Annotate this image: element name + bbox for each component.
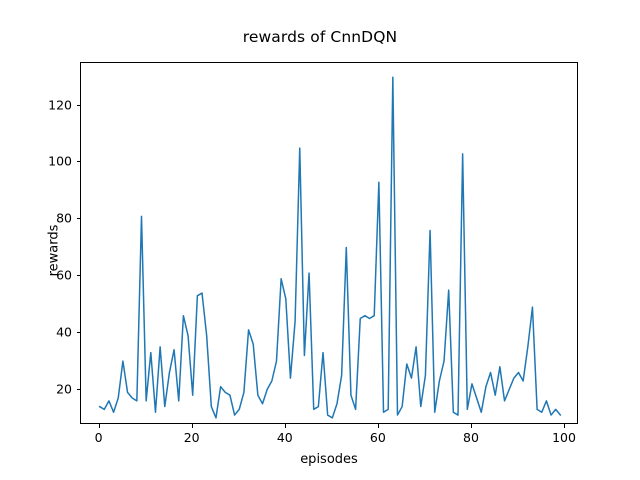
- y-tick-label: 100: [48, 153, 72, 169]
- y-tick-mark: [76, 218, 80, 220]
- page-title: rewards of CnnDQN: [242, 28, 398, 46]
- x-tick-mark: [191, 424, 193, 428]
- x-tick-label: 80: [463, 430, 479, 445]
- y-tick-label: 120: [48, 97, 72, 113]
- x-tick-label: 20: [183, 430, 200, 445]
- y-tick-mark: [76, 274, 80, 277]
- rewards-line-series: [98, 76, 562, 419]
- y-tick-label: 20: [56, 381, 72, 396]
- x-tick-label: 60: [369, 430, 386, 445]
- y-tick-label: 80: [56, 210, 72, 226]
- x-tick-mark: [470, 424, 473, 428]
- x-axis-label: episodes: [300, 452, 358, 467]
- y-tick-mark: [76, 388, 80, 390]
- y-tick-label: 40: [56, 324, 72, 340]
- x-tick-label: 100: [552, 430, 576, 445]
- x-tick-label: 40: [276, 430, 293, 445]
- y-tick-mark: [76, 161, 80, 163]
- y-tick-label: 60: [56, 267, 72, 283]
- y-axis-label: rewards: [46, 224, 62, 277]
- x-tick-mark: [564, 424, 566, 428]
- x-tick-label: 0: [94, 430, 103, 445]
- plot-area: [80, 62, 578, 424]
- x-tick-mark: [284, 424, 286, 428]
- x-tick-mark: [98, 424, 100, 428]
- x-tick-mark: [377, 424, 379, 428]
- y-tick-mark: [76, 331, 80, 333]
- y-tick-mark: [76, 104, 80, 106]
